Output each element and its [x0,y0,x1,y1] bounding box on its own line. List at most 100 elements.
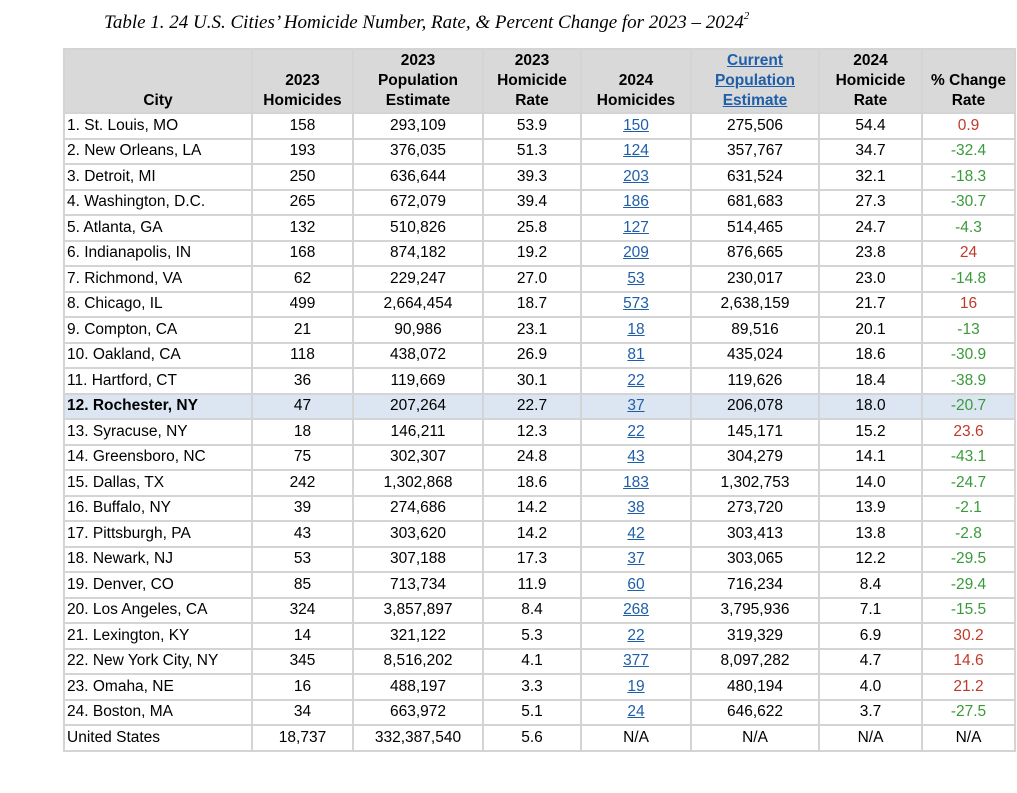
cell-2023-homicides: 34 [251,698,354,726]
table-caption: Table 1. 24 U.S. Cities’ Homicide Number… [104,11,1004,34]
cell-2024-homicides[interactable]: 53 [580,265,692,293]
cell-2024-homicides[interactable]: 573 [580,290,692,318]
cell-2023-homicides: 499 [251,290,354,318]
cell-2023-rate: 17.3 [482,545,582,573]
cell-current-population: 206,078 [690,392,820,420]
cell-2024-rate: 54.4 [818,112,923,140]
homicides-2024-link[interactable]: 573 [623,295,649,313]
cell-2023-population: 321,122 [352,622,484,650]
homicides-2024-link[interactable]: 22 [627,422,645,440]
header-current-population-link[interactable]: Current Population Estimate [690,48,820,114]
table-row: 14. Greensboro, NC 75 302,307 24.8 43 304,279… [63,443,1016,471]
table-row: 6. Indianapolis, IN 168 874,182 19.2 209 876,… [63,239,1016,267]
cell-2023-population: 488,197 [352,673,484,701]
homicides-2024-link[interactable]: 24 [627,703,645,721]
cell-pct-change: -32.4 [921,137,1016,165]
cell-pct-change: 23.6 [921,418,1016,446]
cell-current-population: 119,626 [690,367,820,395]
homicides-2024-link[interactable]: 377 [623,652,649,670]
cell-2023-homicides: 324 [251,596,354,624]
cell-city: 18. Newark, NJ [63,545,253,573]
cell-2024-rate: 21.7 [818,290,923,318]
cell-2023-population: 229,247 [352,265,484,293]
homicides-2024-link[interactable]: 19 [627,677,645,695]
homicides-2024-link[interactable]: 124 [623,142,649,160]
cell-2024-homicides[interactable]: 42 [580,520,692,548]
cell-pct-change: -20.7 [921,392,1016,420]
cell-2024-homicides[interactable]: 22 [580,418,692,446]
homicides-2024-link[interactable]: 38 [627,499,645,517]
cell-2024-homicides: N/A [580,724,692,752]
cell-2024-homicides[interactable]: 37 [580,392,692,420]
homicides-2024-link[interactable]: 42 [627,524,645,542]
cell-2023-homicides: 47 [251,392,354,420]
cell-current-population: 1,302,753 [690,469,820,497]
cell-2024-homicides[interactable]: 124 [580,137,692,165]
cell-2024-homicides[interactable]: 37 [580,545,692,573]
cell-pct-change: -30.9 [921,341,1016,369]
homicides-2024-link[interactable]: 22 [627,371,645,389]
cell-2024-homicides[interactable]: 19 [580,673,692,701]
cell-2024-homicides[interactable]: 60 [580,571,692,599]
homicides-2024-link[interactable]: 150 [623,116,649,134]
homicides-2024-link[interactable]: 22 [627,626,645,644]
cell-2024-homicides[interactable]: 127 [580,214,692,242]
cell-2024-homicides[interactable]: 22 [580,367,692,395]
homicides-2024-link[interactable]: 81 [627,346,645,364]
cell-current-population: 8,097,282 [690,647,820,675]
table-row: 13. Syracuse, NY 18 146,211 12.3 22 145,171 15… [63,418,1016,446]
cell-2023-rate: 5.1 [482,698,582,726]
cell-2024-homicides[interactable]: 203 [580,163,692,191]
cell-2024-homicides[interactable]: 43 [580,443,692,471]
header-2023-rate: 2023 Homicide Rate [482,48,582,114]
cell-2024-rate: 24.7 [818,214,923,242]
cell-2024-rate: 8.4 [818,571,923,599]
homicides-2024-link[interactable]: 37 [627,550,645,568]
cell-2023-rate: 24.8 [482,443,582,471]
homicides-2024-link[interactable]: 18 [627,320,645,338]
homicides-2024-link[interactable]: 209 [623,244,649,262]
cell-2023-population: 672,079 [352,188,484,216]
cell-2024-rate: N/A [818,724,923,752]
homicides-2024-link[interactable]: 60 [627,575,645,593]
cell-2023-rate: 11.9 [482,571,582,599]
cell-2024-homicides[interactable]: 22 [580,622,692,650]
cell-2024-homicides[interactable]: 377 [580,647,692,675]
cell-2024-homicides[interactable]: 268 [580,596,692,624]
cell-2023-population: 307,188 [352,545,484,573]
cell-2024-homicides[interactable]: 18 [580,316,692,344]
cell-city: 12. Rochester, NY [63,392,253,420]
homicides-2024-link[interactable]: 268 [623,601,649,619]
cell-current-population: 275,506 [690,112,820,140]
homicides-2024-link[interactable]: 43 [627,448,645,466]
cell-2024-homicides[interactable]: 186 [580,188,692,216]
cell-city: 7. Richmond, VA [63,265,253,293]
cell-pct-change: 30.2 [921,622,1016,650]
cell-2024-homicides[interactable]: 150 [580,112,692,140]
cell-2023-rate: 5.3 [482,622,582,650]
cell-city: 10. Oakland, CA [63,341,253,369]
homicides-2024-link[interactable]: 183 [623,473,649,491]
homicides-2024-link[interactable]: 37 [627,397,645,415]
cell-2023-rate: 19.2 [482,239,582,267]
cell-pct-change: -2.1 [921,494,1016,522]
cell-current-population: 145,171 [690,418,820,446]
cell-2024-homicides[interactable]: 24 [580,698,692,726]
homicides-2024-link[interactable]: 203 [623,167,649,185]
homicides-2024-link[interactable]: 186 [623,193,649,211]
cell-2023-homicides: 21 [251,316,354,344]
homicides-2024-link[interactable]: 127 [623,218,649,236]
cell-2024-homicides[interactable]: 38 [580,494,692,522]
cell-2024-homicides[interactable]: 81 [580,341,692,369]
cell-2024-homicides[interactable]: 209 [580,239,692,267]
header-2024-homicides: 2024 Homicides [580,48,692,114]
table-row: 7. Richmond, VA 62 229,247 27.0 53 230,017 23.… [63,265,1016,293]
homicides-2024-link[interactable]: 53 [627,269,645,287]
cell-city: 4. Washington, D.C. [63,188,253,216]
table-row: 23. Omaha, NE 16 488,197 3.3 19 480,194 4.0 21.… [63,673,1016,701]
cell-2024-homicides[interactable]: 183 [580,469,692,497]
cell-city: 13. Syracuse, NY [63,418,253,446]
cell-2023-rate: 14.2 [482,494,582,522]
cell-2023-homicides: 250 [251,163,354,191]
cell-2024-rate: 23.0 [818,265,923,293]
